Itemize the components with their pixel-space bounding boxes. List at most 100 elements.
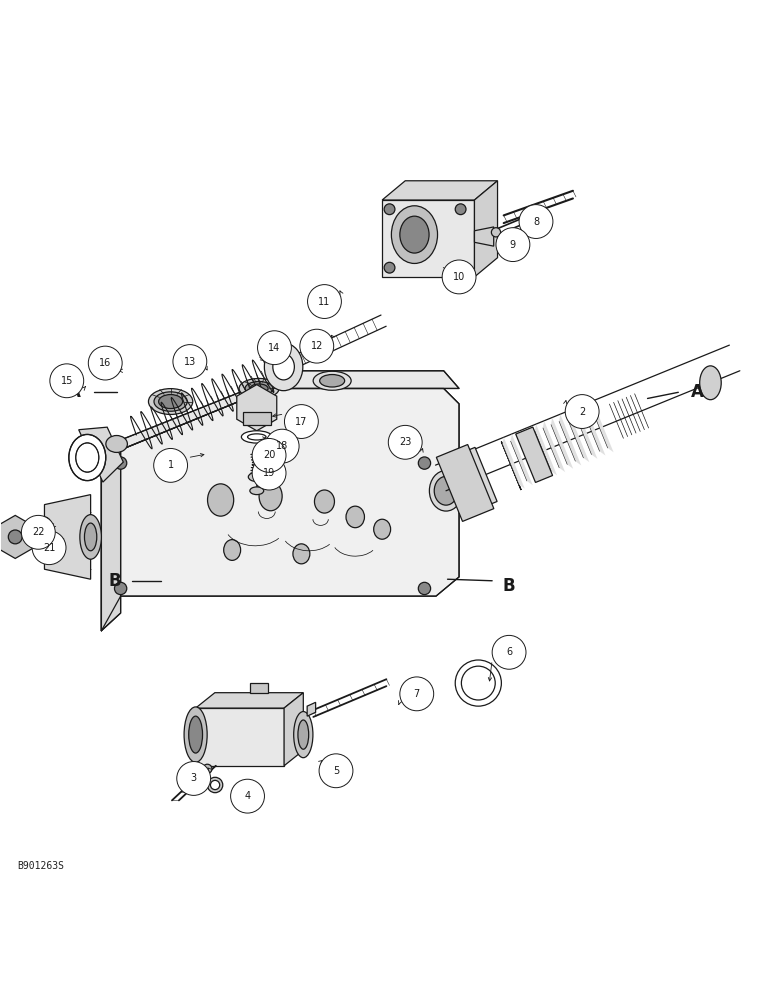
Polygon shape [575, 408, 598, 459]
Text: 22: 22 [32, 527, 45, 537]
Ellipse shape [250, 384, 268, 393]
Polygon shape [307, 702, 316, 716]
Ellipse shape [391, 206, 438, 263]
Circle shape [154, 448, 188, 482]
Polygon shape [503, 437, 525, 489]
Ellipse shape [76, 443, 99, 472]
Polygon shape [510, 434, 533, 485]
Circle shape [22, 515, 56, 549]
Circle shape [88, 346, 122, 380]
Ellipse shape [264, 343, 303, 391]
Polygon shape [101, 440, 120, 631]
Polygon shape [243, 412, 271, 425]
Circle shape [565, 395, 599, 428]
Ellipse shape [8, 530, 22, 544]
Ellipse shape [203, 764, 212, 773]
Polygon shape [591, 401, 614, 452]
Ellipse shape [84, 523, 96, 551]
Text: 12: 12 [310, 341, 323, 351]
Ellipse shape [224, 540, 241, 560]
Circle shape [252, 456, 286, 490]
Circle shape [266, 429, 299, 463]
Circle shape [493, 635, 526, 669]
Ellipse shape [80, 515, 101, 559]
Ellipse shape [346, 506, 364, 528]
Circle shape [442, 260, 476, 294]
Ellipse shape [314, 490, 334, 513]
Circle shape [400, 677, 434, 711]
Circle shape [300, 329, 334, 363]
Polygon shape [527, 427, 549, 479]
Text: 15: 15 [60, 376, 73, 386]
Polygon shape [475, 181, 497, 277]
Ellipse shape [250, 487, 264, 495]
Polygon shape [501, 442, 521, 490]
Polygon shape [284, 693, 303, 766]
Text: 3: 3 [191, 773, 197, 783]
Ellipse shape [455, 262, 466, 273]
Circle shape [519, 205, 553, 238]
Text: 17: 17 [295, 417, 307, 427]
Ellipse shape [455, 660, 501, 706]
Ellipse shape [429, 470, 462, 511]
Text: 14: 14 [269, 343, 280, 353]
Text: 1: 1 [168, 460, 174, 470]
Ellipse shape [184, 707, 207, 762]
Ellipse shape [374, 519, 391, 539]
Ellipse shape [492, 228, 500, 237]
Ellipse shape [293, 712, 313, 758]
Circle shape [258, 331, 291, 365]
Text: 16: 16 [99, 358, 111, 368]
Circle shape [231, 779, 265, 813]
Circle shape [284, 405, 318, 438]
Polygon shape [535, 424, 557, 475]
Ellipse shape [384, 204, 395, 215]
Polygon shape [551, 417, 573, 469]
Ellipse shape [462, 666, 495, 700]
Ellipse shape [188, 716, 202, 753]
Circle shape [50, 364, 83, 398]
Ellipse shape [418, 582, 431, 595]
Text: 19: 19 [263, 468, 275, 478]
Ellipse shape [242, 431, 273, 443]
Polygon shape [567, 411, 589, 462]
Ellipse shape [239, 378, 279, 398]
Text: 23: 23 [399, 437, 411, 447]
Ellipse shape [211, 780, 220, 790]
Circle shape [319, 754, 353, 788]
Ellipse shape [114, 582, 127, 595]
Text: 10: 10 [453, 272, 466, 282]
Ellipse shape [699, 366, 721, 400]
Ellipse shape [418, 457, 431, 469]
Ellipse shape [249, 472, 266, 482]
Text: 13: 13 [184, 357, 196, 367]
Polygon shape [45, 495, 90, 579]
Ellipse shape [248, 434, 266, 440]
Text: A: A [691, 383, 704, 401]
Circle shape [388, 425, 422, 459]
Polygon shape [519, 431, 541, 482]
Circle shape [307, 285, 341, 318]
Circle shape [496, 228, 530, 262]
Text: 18: 18 [276, 441, 288, 451]
Polygon shape [195, 693, 303, 708]
Ellipse shape [158, 395, 183, 409]
Polygon shape [454, 447, 497, 510]
Ellipse shape [208, 777, 223, 793]
Text: 7: 7 [414, 689, 420, 699]
Ellipse shape [35, 517, 55, 557]
Polygon shape [382, 181, 497, 200]
Text: 4: 4 [245, 791, 251, 801]
Ellipse shape [298, 720, 309, 749]
Polygon shape [101, 371, 459, 458]
Text: 21: 21 [43, 543, 56, 553]
Ellipse shape [114, 457, 127, 469]
Ellipse shape [208, 484, 234, 516]
Text: 8: 8 [533, 217, 539, 227]
Ellipse shape [434, 476, 458, 505]
Polygon shape [543, 421, 565, 472]
Circle shape [32, 531, 66, 565]
Ellipse shape [384, 262, 395, 273]
Ellipse shape [455, 204, 466, 215]
Polygon shape [460, 458, 480, 507]
